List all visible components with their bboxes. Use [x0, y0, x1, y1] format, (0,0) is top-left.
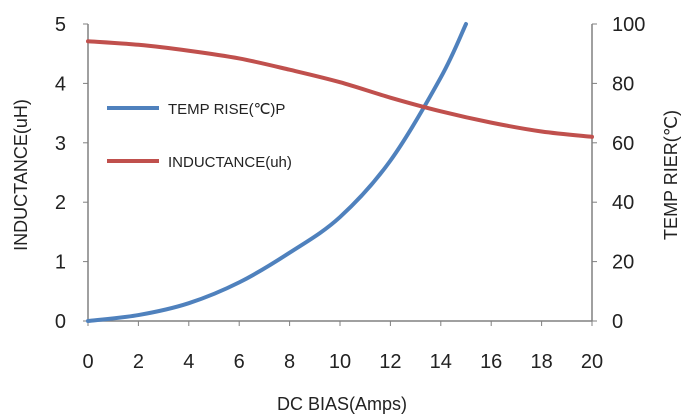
- x-tick-label: 4: [183, 351, 194, 373]
- right-y-tick-label: 0: [612, 311, 623, 333]
- left-y-axis-ticks: 0 1 2 3 4 5: [55, 14, 88, 333]
- x-tick-label: 20: [581, 351, 603, 373]
- legend-label-temp-rise: TEMP RISE(℃)P: [168, 101, 285, 118]
- legend: TEMP RISE(℃)P INDUCTANCE(uh): [107, 101, 292, 171]
- left-y-tick-label: 2: [55, 192, 66, 214]
- left-y-tick-label: 3: [55, 133, 66, 155]
- x-tick-label: 10: [329, 351, 351, 373]
- left-y-tick-label: 1: [55, 252, 66, 274]
- temp-rise-series-line: [86, 22, 468, 323]
- left-y-tick-label: 5: [55, 14, 66, 36]
- chart-axes: [87, 24, 593, 322]
- x-tick-label: 12: [379, 351, 401, 373]
- x-tick-label: 8: [284, 351, 295, 373]
- x-tick-label: 14: [430, 351, 452, 373]
- left-y-tick-label: 4: [55, 73, 66, 95]
- x-tick-label: 6: [234, 351, 245, 373]
- right-y-tick-label: 40: [612, 192, 634, 214]
- x-axis-title: DC BIAS(Amps): [277, 394, 407, 414]
- right-y-axis-title: TEMP RIER(℃): [661, 110, 681, 240]
- series-lines: [86, 22, 594, 323]
- right-y-tick-label: 80: [612, 73, 634, 95]
- left-y-axis-title: INDUCTANCE(uH): [11, 99, 31, 251]
- legend-label-inductance: INDUCTANCE(uh): [168, 154, 292, 171]
- inductance-series-line: [86, 39, 594, 139]
- right-y-tick-label: 100: [612, 14, 645, 36]
- x-tick-label: 0: [82, 351, 93, 373]
- left-y-tick-label: 0: [55, 311, 66, 333]
- right-y-tick-label: 20: [612, 252, 634, 274]
- x-tick-label: 18: [530, 351, 552, 373]
- x-axis-ticks: 0 2 4 6 8 10 12 14 16 18 20: [82, 321, 603, 373]
- right-y-axis-ticks: 0 20 40 60 80 100: [592, 14, 645, 333]
- x-tick-label: 2: [133, 351, 144, 373]
- right-y-tick-label: 60: [612, 133, 634, 155]
- x-tick-label: 16: [480, 351, 502, 373]
